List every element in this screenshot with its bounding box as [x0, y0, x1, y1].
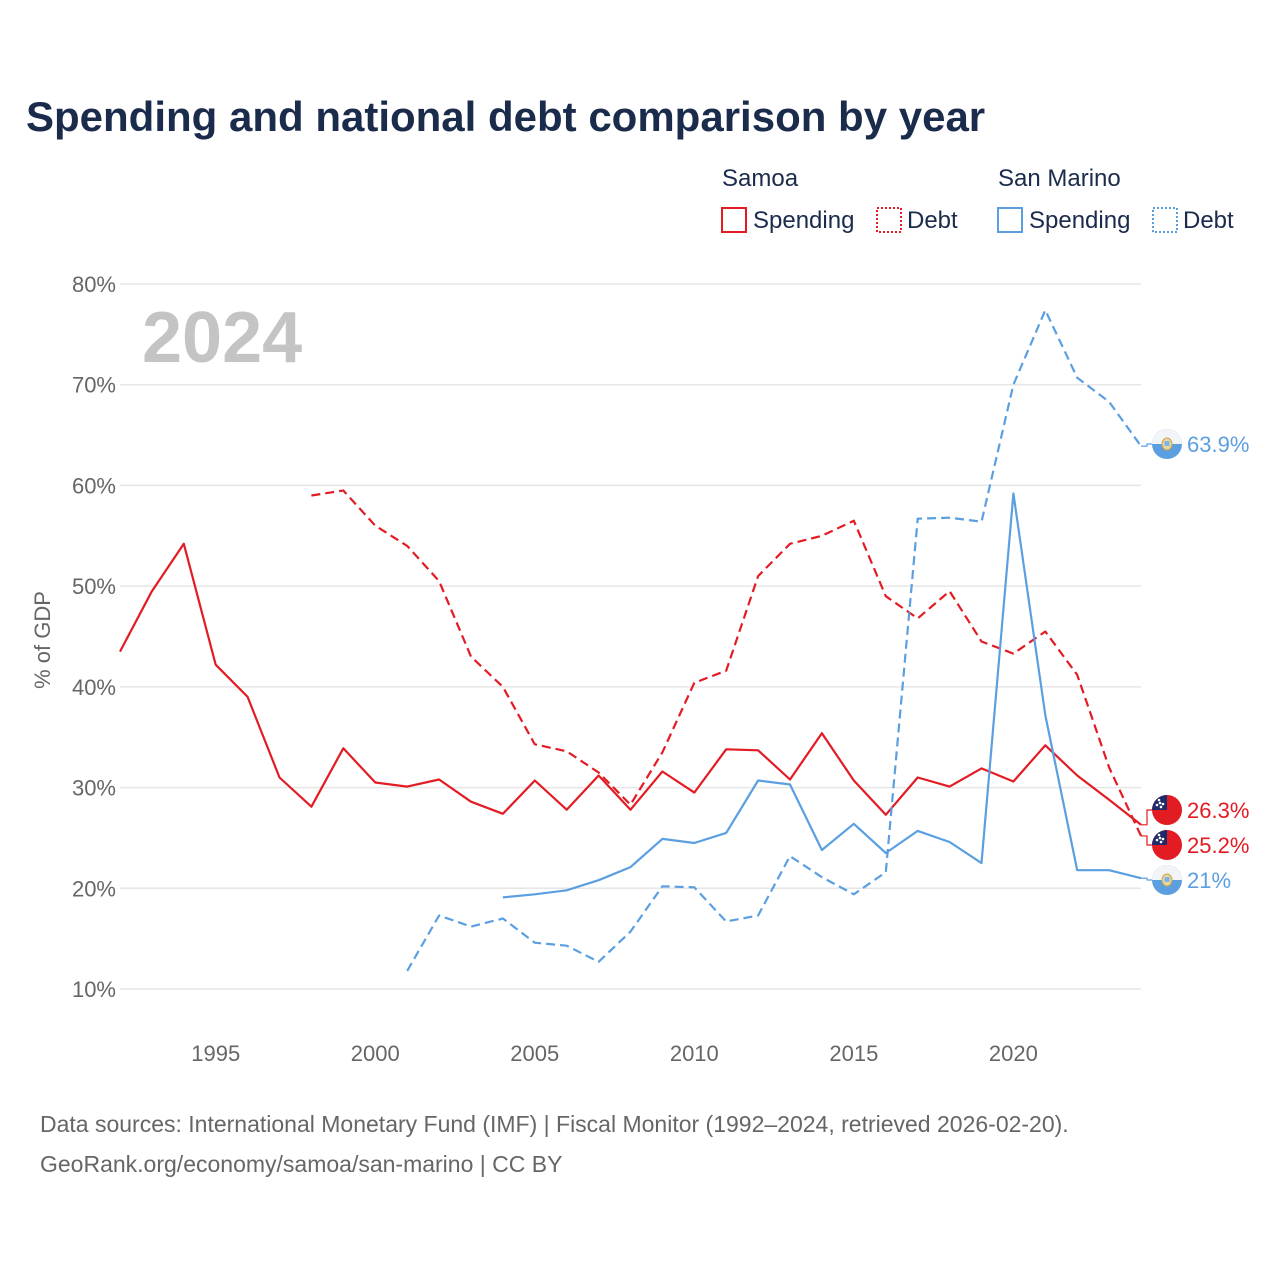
- year-watermark: 2024: [142, 298, 302, 378]
- san-marino-flag-icon: [1152, 429, 1182, 459]
- series-line-samoa-debt: [311, 489, 1142, 837]
- y-tick-label: 40%: [72, 675, 116, 700]
- y-tick-label: 10%: [72, 977, 116, 1002]
- end-label-connector: [1141, 443, 1153, 447]
- end-label-connector: [1141, 877, 1153, 881]
- y-tick-label: 20%: [72, 876, 116, 901]
- end-label-connector: [1141, 835, 1153, 846]
- legend-swatch-san-marino-debt: [1152, 207, 1178, 233]
- x-tick-label: 2015: [829, 1041, 878, 1066]
- x-tick-label: 2005: [510, 1041, 559, 1066]
- legend-label-san-marino-debt: Debt: [1183, 207, 1234, 234]
- samoa-flag-icon: [1152, 830, 1182, 860]
- end-label-value: 25.2%: [1187, 833, 1249, 858]
- series-line-san-marino-spending: [502, 492, 1142, 899]
- y-tick-label: 80%: [72, 272, 116, 297]
- end-label-value: 63.9%: [1187, 432, 1249, 457]
- legend-group-samoa: Samoa: [722, 165, 799, 192]
- series-line-samoa-spending: [119, 542, 1142, 826]
- x-axis-ticks: 1995 2000 2005 2010 2015 2020: [191, 1041, 1038, 1066]
- end-label-value: 21%: [1187, 868, 1231, 893]
- end-label-connectors: [1141, 443, 1153, 881]
- x-tick-label: 2020: [989, 1041, 1038, 1066]
- end-label-connector: [1141, 809, 1153, 826]
- end-labels: 63.9% 26.3% 25.2% 21%: [1152, 429, 1249, 895]
- legend-label-san-marino-spending: Spending: [1029, 207, 1130, 234]
- source-line-1: Data sources: International Monetary Fun…: [40, 1111, 1069, 1137]
- y-tick-label: 60%: [72, 473, 116, 498]
- x-tick-label: 2000: [351, 1041, 400, 1066]
- legend-label-samoa-spending: Spending: [753, 207, 854, 234]
- samoa-flag-icon: [1152, 795, 1182, 825]
- y-axis-label: % of GDP: [30, 591, 55, 689]
- legend-group-san-marino: San Marino: [998, 165, 1121, 192]
- y-tick-label: 70%: [72, 373, 116, 398]
- legend-swatch-samoa-spending: [721, 207, 747, 233]
- x-tick-label: 2010: [670, 1041, 719, 1066]
- legend-swatch-samoa-debt: [876, 207, 902, 233]
- source-line-2: GeoRank.org/economy/samoa/san-marino | C…: [40, 1151, 562, 1177]
- y-axis-ticks: 10% 20% 30% 40% 50% 60% 70% 80%: [72, 272, 116, 1002]
- series-line-san-marino-debt: [406, 309, 1142, 972]
- grid-lines: [120, 283, 1141, 990]
- legend-swatch-san-marino-spending: [997, 207, 1023, 233]
- y-tick-label: 50%: [72, 574, 116, 599]
- y-tick-label: 30%: [72, 776, 116, 801]
- legend: Samoa Spending Debt San Marino Spending …: [721, 165, 1234, 234]
- series-lines: [119, 309, 1142, 972]
- chart-title: Spending and national debt comparison by…: [26, 93, 985, 140]
- legend-label-samoa-debt: Debt: [907, 207, 958, 234]
- x-tick-label: 1995: [191, 1041, 240, 1066]
- san-marino-flag-icon: [1152, 865, 1182, 895]
- end-label-value: 26.3%: [1187, 798, 1249, 823]
